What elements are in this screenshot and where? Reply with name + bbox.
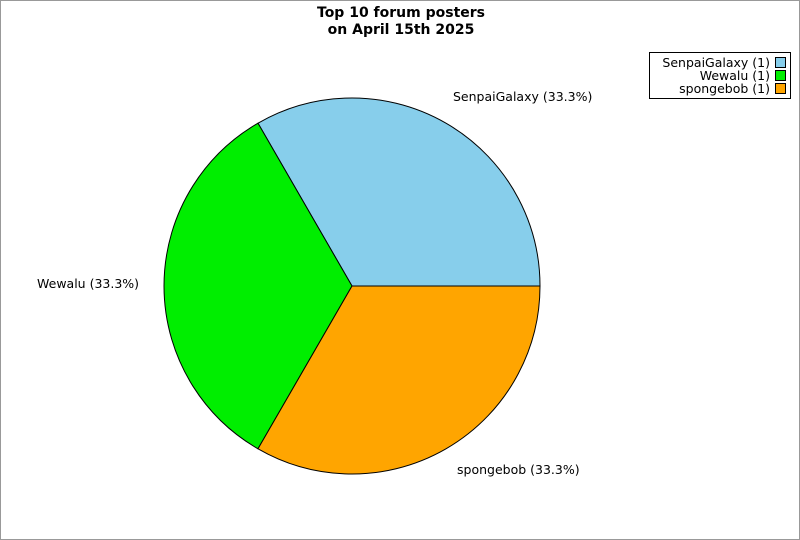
legend-item-senpaigalaxy[interactable]: SenpaiGalaxy (1) <box>654 55 786 70</box>
chart-title-line-2: on April 15th 2025 <box>327 22 475 38</box>
pie-slice-senpaigalaxy[interactable] <box>257 97 541 287</box>
legend-swatch-wewalu <box>775 70 786 81</box>
pie-slice-label-spongebob: spongebob (33.3%) <box>457 462 580 477</box>
legend-label-wewalu: Wewalu (1) <box>699 68 770 83</box>
chart-title: Top 10 forum posters on April 15th 2025 <box>1 5 799 39</box>
chart-title-line-1: Top 10 forum posters <box>317 5 485 21</box>
pie-slice-label-senpaigalaxy: SenpaiGalaxy (33.3%) <box>453 89 593 104</box>
legend-label-spongebob: spongebob (1) <box>679 81 770 96</box>
legend-box: SenpaiGalaxy (1) Wewalu (1) spongebob (1… <box>649 52 791 99</box>
legend-item-wewalu[interactable]: Wewalu (1) <box>654 68 786 83</box>
pie-slice-group <box>163 97 541 475</box>
legend-label-senpaigalaxy: SenpaiGalaxy (1) <box>662 55 770 70</box>
pie-slice-wewalu[interactable] <box>163 122 353 450</box>
legend-swatch-spongebob <box>775 83 786 94</box>
pie-slice-label-wewalu: Wewalu (33.3%) <box>37 276 140 291</box>
pie-slice-spongebob[interactable] <box>257 285 541 475</box>
legend-item-spongebob[interactable]: spongebob (1) <box>654 81 786 96</box>
legend-swatch-senpaigalaxy <box>775 57 786 68</box>
